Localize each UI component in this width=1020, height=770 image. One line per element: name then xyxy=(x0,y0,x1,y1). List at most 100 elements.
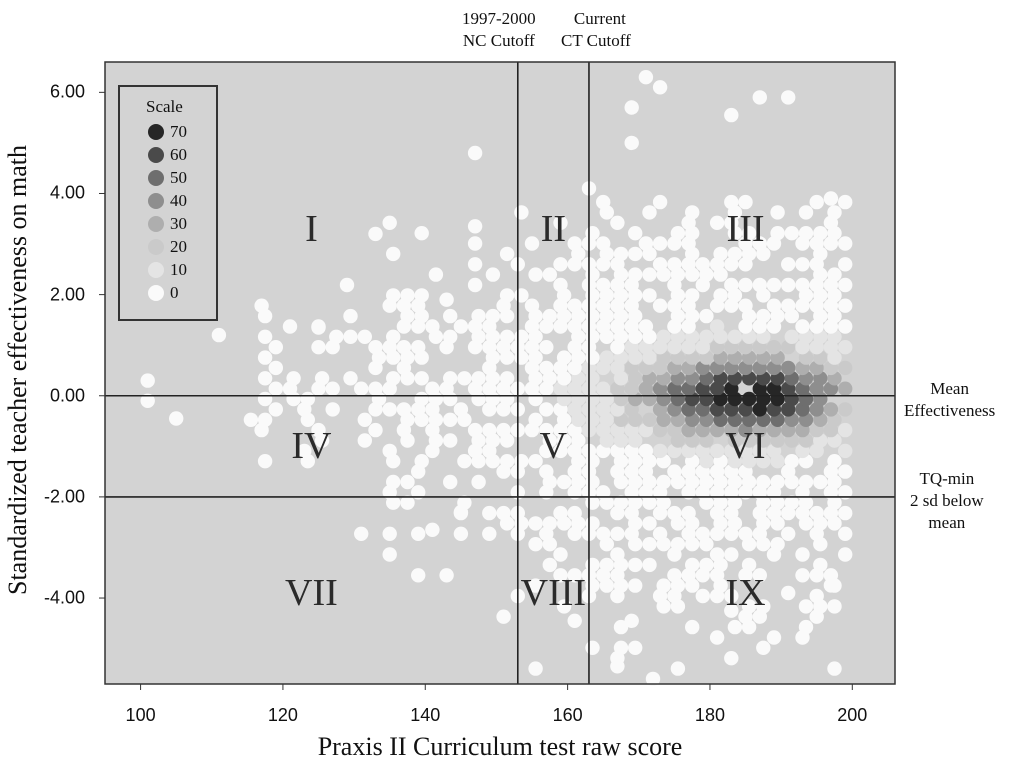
hex-bin-point xyxy=(524,236,540,251)
hex-bin-point xyxy=(443,329,458,344)
hex-bin-point xyxy=(756,640,771,655)
region-label: V xyxy=(539,425,568,468)
legend-item: 10 xyxy=(148,259,187,281)
hex-bin-point xyxy=(838,236,853,251)
hex-bin-point xyxy=(453,319,469,334)
hex-bin-point xyxy=(496,609,511,624)
hex-bin-point xyxy=(300,391,315,407)
hex-bin-point xyxy=(556,350,572,365)
hex-bin-point xyxy=(652,194,668,210)
outlier-point xyxy=(724,107,739,123)
hex-bin-point xyxy=(741,557,757,573)
legend-item: 40 xyxy=(148,190,187,212)
hex-bin-point xyxy=(596,236,611,251)
hex-bin-point xyxy=(314,371,330,386)
hex-bin-point xyxy=(838,257,853,272)
legend-item: 30 xyxy=(148,213,187,235)
hex-bin-point xyxy=(471,308,486,324)
x-axis-label: Praxis II Curriculum test raw score xyxy=(317,732,683,761)
hex-bin-point xyxy=(357,329,372,344)
axis-ticks xyxy=(99,91,853,690)
outlier-point xyxy=(140,373,155,388)
hex-bin-point xyxy=(457,454,472,469)
outlier-point xyxy=(211,327,227,343)
hex-bin-point xyxy=(827,267,842,282)
hex-bin-point xyxy=(770,537,785,552)
hex-bin-point xyxy=(357,412,372,427)
hex-bin-point xyxy=(496,422,511,438)
hex-bin-point xyxy=(724,651,739,666)
hex-bin-point xyxy=(838,277,853,293)
hex-bin-point xyxy=(838,194,853,210)
region-label: IV xyxy=(291,425,332,468)
hex-bin-point xyxy=(425,319,440,334)
hex-bin-point xyxy=(738,526,753,541)
hex-bin-point xyxy=(695,526,710,541)
hex-bin-point xyxy=(613,619,629,635)
hex-bin-point xyxy=(838,360,853,376)
hex-bin-point xyxy=(400,288,415,303)
hex-bin-point xyxy=(784,495,799,510)
hex-bin-point xyxy=(809,588,824,604)
hex-bin-point xyxy=(443,433,458,448)
hex-bin-point xyxy=(428,267,444,282)
hex-bin-point xyxy=(724,547,739,562)
hex-bin-point xyxy=(553,257,568,272)
mean-effectiveness-label: Mean Effectiveness xyxy=(904,379,996,420)
legend-item: 70 xyxy=(148,121,187,143)
region-label: II xyxy=(540,207,567,250)
hex-bin-point xyxy=(514,329,529,344)
hex-bin-point xyxy=(329,329,344,344)
legend-swatch xyxy=(148,285,164,301)
x-tick-label: 120 xyxy=(267,705,298,725)
hex-bin-point xyxy=(443,474,458,490)
hex-bin-point xyxy=(713,288,728,303)
outlier-point xyxy=(567,613,582,628)
hex-bin-point xyxy=(709,630,725,645)
hex-bin-point xyxy=(685,557,700,573)
hex-bin-point xyxy=(528,516,543,531)
hex-bin-point xyxy=(670,661,686,676)
hex-bin-point xyxy=(439,568,454,583)
hex-bin-point xyxy=(727,246,743,262)
hex-bin-point xyxy=(766,277,782,293)
hex-bin-point xyxy=(414,391,429,407)
hex-bin-point xyxy=(667,505,682,521)
hex-bin-point xyxy=(628,267,643,282)
hex-bin-point xyxy=(813,474,828,490)
hex-bin-point xyxy=(781,526,796,541)
hex-bin-point xyxy=(514,288,529,303)
hex-bin-point xyxy=(727,329,743,344)
hex-bin-point xyxy=(542,308,557,324)
hex-bin-point xyxy=(354,526,369,541)
hex-bin-point xyxy=(642,537,657,552)
hex-bin-point xyxy=(613,640,629,655)
outlier-point xyxy=(140,393,155,408)
hex-bin-point xyxy=(652,236,668,251)
hex-bin-point xyxy=(528,537,543,552)
hex-bin-point xyxy=(471,371,486,386)
hex-bin-point xyxy=(827,661,842,676)
hex-bin-point xyxy=(443,308,458,324)
region-label: VII xyxy=(285,571,338,614)
hex-bin-point xyxy=(254,298,269,313)
outlier-point xyxy=(724,603,739,618)
hex-bin-point xyxy=(784,329,799,344)
legend-item: 60 xyxy=(148,144,187,166)
hex-bin-point xyxy=(453,526,469,541)
hex-bin-point xyxy=(798,226,814,241)
x-tick-label: 160 xyxy=(552,705,583,725)
hex-bin-point xyxy=(709,319,725,334)
outlier-point xyxy=(624,100,639,115)
y-tick-label: 2.00 xyxy=(49,284,85,305)
hex-bin-point xyxy=(539,402,554,417)
ct-cutoff-label: Current CT Cutoff xyxy=(561,9,631,50)
hex-bin-point xyxy=(642,205,657,220)
hex-bin-point xyxy=(325,402,340,417)
hex-bin-point xyxy=(781,360,796,376)
hex-bin-point xyxy=(368,340,383,355)
legend-swatch xyxy=(148,124,164,140)
hex-bin-point xyxy=(724,194,739,210)
hex-bin-point xyxy=(795,319,810,334)
hex-bin-point xyxy=(453,402,469,417)
